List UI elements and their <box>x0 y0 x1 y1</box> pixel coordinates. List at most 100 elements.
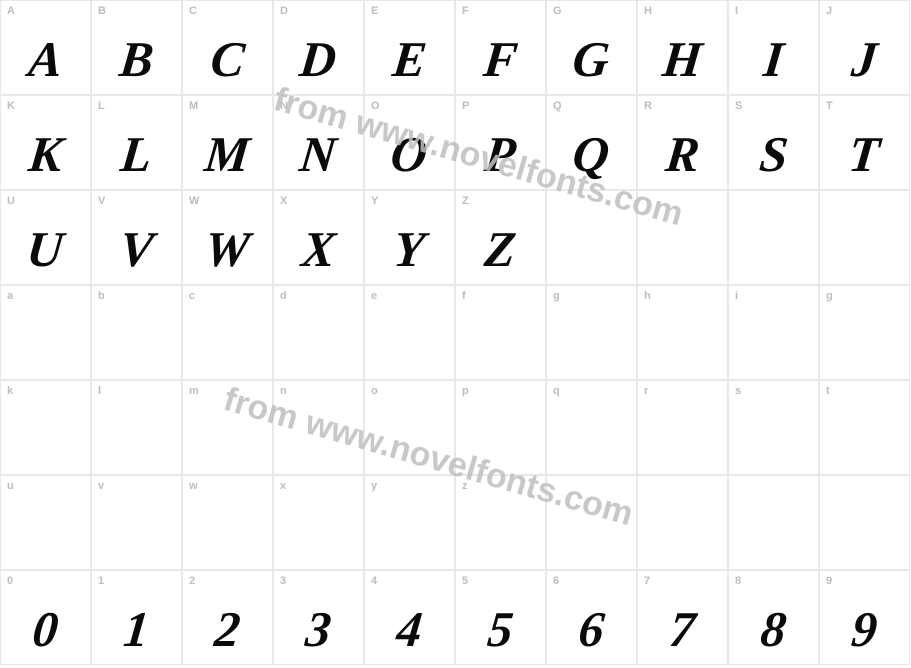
glyph-cell: 44 <box>364 570 455 665</box>
glyph-cell: q <box>546 380 637 475</box>
glyph-cell: 00 <box>0 570 91 665</box>
glyph-cell: TT <box>819 95 910 190</box>
cell-label: u <box>7 480 14 492</box>
glyph-cell: BB <box>91 0 182 95</box>
glyph-cell <box>546 475 637 570</box>
cell-label: P <box>462 100 469 112</box>
glyph: Y <box>392 224 428 274</box>
glyph: O <box>389 129 430 179</box>
glyph-cell: i <box>728 285 819 380</box>
glyph: Q <box>571 129 612 179</box>
glyph-cell: ZZ <box>455 190 546 285</box>
cell-label: g <box>553 290 560 302</box>
glyph-cell: RR <box>637 95 728 190</box>
glyph: 6 <box>576 604 606 654</box>
cell-label: A <box>7 5 15 17</box>
cell-label: Q <box>553 100 562 112</box>
cell-label: B <box>98 5 106 17</box>
cell-label: 0 <box>7 575 13 587</box>
glyph-cell: YY <box>364 190 455 285</box>
cell-label: m <box>189 385 199 397</box>
cell-label: X <box>280 195 287 207</box>
glyph-cell <box>819 190 910 285</box>
cell-label: y <box>371 480 377 492</box>
glyph-cell: 88 <box>728 570 819 665</box>
glyph-cell: k <box>0 380 91 475</box>
glyph: 8 <box>758 604 788 654</box>
glyph: W <box>203 224 253 274</box>
cell-label: e <box>371 290 377 302</box>
glyph-cell: CC <box>182 0 273 95</box>
glyph: U <box>25 224 66 274</box>
glyph-cell: 22 <box>182 570 273 665</box>
cell-label: v <box>98 480 104 492</box>
cell-label: M <box>189 100 198 112</box>
cell-label: f <box>462 290 466 302</box>
glyph: R <box>663 129 702 179</box>
cell-label: J <box>826 5 832 17</box>
glyph: S <box>757 129 790 179</box>
cell-label: 3 <box>280 575 286 587</box>
cell-label: Z <box>462 195 469 207</box>
glyph-cell: u <box>0 475 91 570</box>
glyph-cell <box>819 475 910 570</box>
character-map-grid: AABBCCDDEEFFGGHHIIJJKKLLMMNNOOPPQQRRSSTT… <box>0 0 911 665</box>
glyph-cell: d <box>273 285 364 380</box>
glyph: 7 <box>667 604 697 654</box>
glyph-cell: g <box>819 285 910 380</box>
glyph-cell: JJ <box>819 0 910 95</box>
cell-label: K <box>7 100 15 112</box>
glyph-cell: EE <box>364 0 455 95</box>
glyph-cell: AA <box>0 0 91 95</box>
glyph-cell: DD <box>273 0 364 95</box>
glyph-cell: y <box>364 475 455 570</box>
glyph-cell: 99 <box>819 570 910 665</box>
glyph-cell: UU <box>0 190 91 285</box>
cell-label: c <box>189 290 195 302</box>
cell-label: 2 <box>189 575 195 587</box>
cell-label: k <box>7 385 13 397</box>
cell-label: d <box>280 290 287 302</box>
glyph-cell: 77 <box>637 570 728 665</box>
cell-label: b <box>98 290 105 302</box>
cell-label: i <box>735 290 738 302</box>
glyph-cell: QQ <box>546 95 637 190</box>
glyph-cell: GG <box>546 0 637 95</box>
glyph: 4 <box>394 604 424 654</box>
glyph-cell: x <box>273 475 364 570</box>
cell-label: S <box>735 100 742 112</box>
glyph-cell: a <box>0 285 91 380</box>
cell-label: 8 <box>735 575 741 587</box>
glyph-cell: 55 <box>455 570 546 665</box>
glyph: X <box>299 224 338 274</box>
glyph: D <box>298 34 339 84</box>
glyph: H <box>660 34 704 84</box>
glyph-cell: XX <box>273 190 364 285</box>
glyph: 5 <box>485 604 515 654</box>
glyph-cell <box>728 475 819 570</box>
glyph: P <box>483 129 519 179</box>
cell-label: W <box>189 195 199 207</box>
glyph: N <box>298 129 339 179</box>
cell-label: U <box>7 195 15 207</box>
glyph-cell: NN <box>273 95 364 190</box>
glyph-cell: g <box>546 285 637 380</box>
cell-label: C <box>189 5 197 17</box>
glyph: L <box>119 129 155 179</box>
glyph-cell <box>637 475 728 570</box>
glyph-cell: z <box>455 475 546 570</box>
glyph-cell: e <box>364 285 455 380</box>
glyph: T <box>847 129 883 179</box>
glyph: E <box>390 34 429 84</box>
glyph-cell: WW <box>182 190 273 285</box>
glyph-cell: FF <box>455 0 546 95</box>
glyph-cell <box>637 190 728 285</box>
glyph: V <box>117 224 156 274</box>
cell-label: T <box>826 100 833 112</box>
cell-label: p <box>462 385 469 397</box>
glyph: 0 <box>30 604 60 654</box>
glyph: J <box>849 34 879 84</box>
glyph-cell: 66 <box>546 570 637 665</box>
glyph: A <box>26 34 65 84</box>
glyph-cell: p <box>455 380 546 475</box>
